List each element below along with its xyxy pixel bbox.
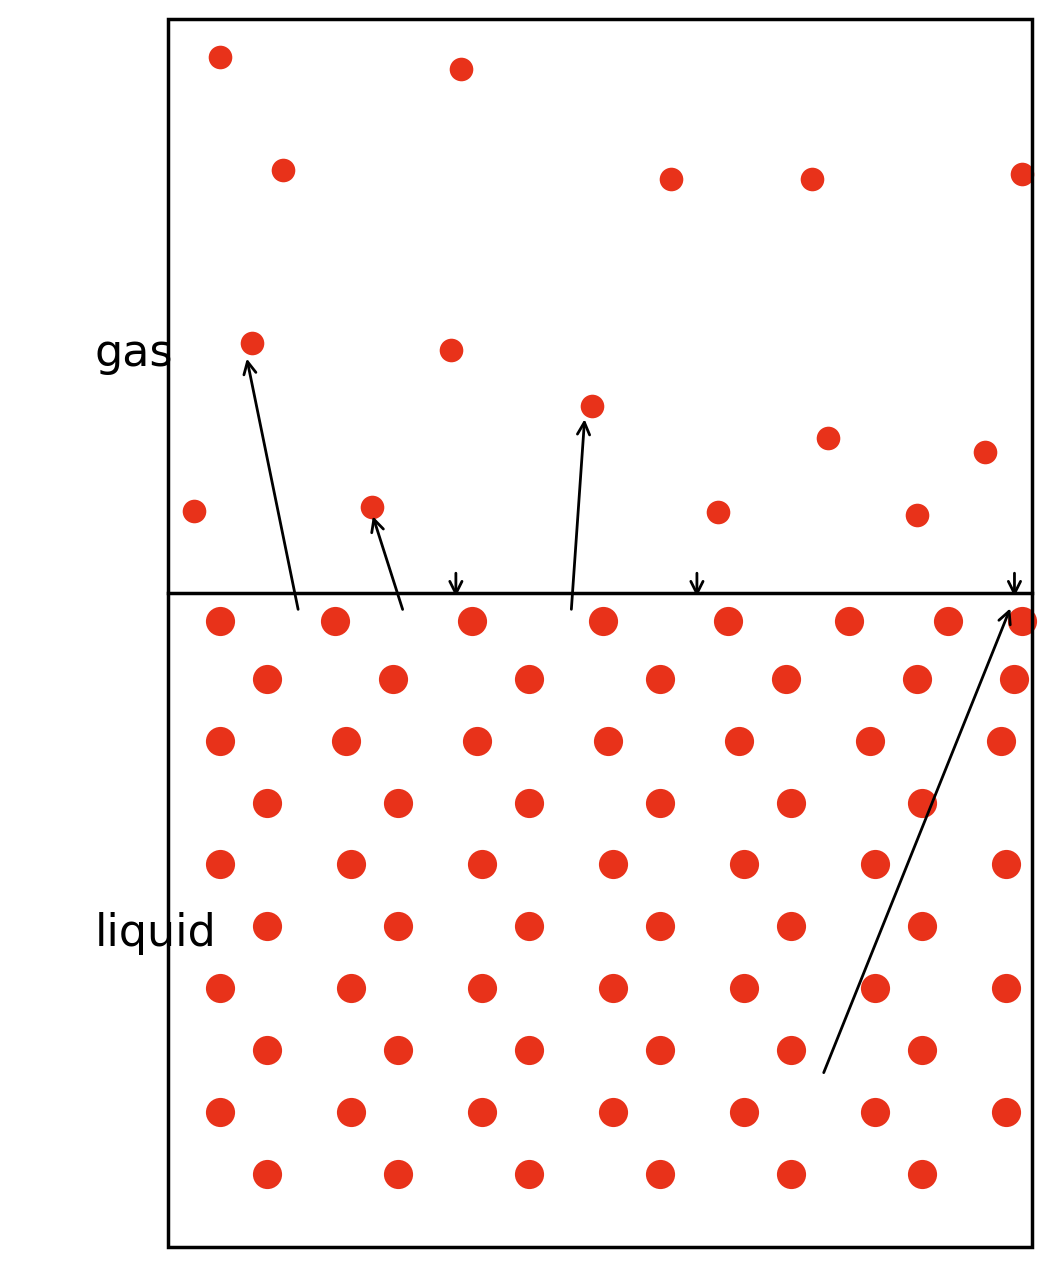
Text: liquid: liquid xyxy=(94,912,216,955)
Text: gas: gas xyxy=(94,332,173,375)
Bar xyxy=(168,19,1032,1247)
